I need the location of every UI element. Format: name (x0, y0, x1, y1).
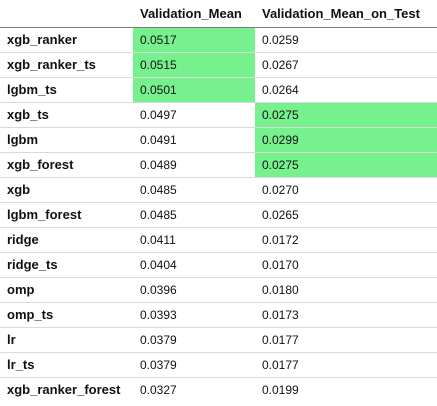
validation-mean-on-test-cell: 0.0275 (255, 102, 437, 128)
validation-mean-on-test-cell: 0.0270 (255, 177, 437, 203)
table-row: xgb_ranker_ts 0.0515 0.0267 (0, 52, 437, 78)
validation-mean-cell: 0.0491 (133, 127, 255, 153)
table-row: lr_ts 0.0379 0.0177 (0, 352, 437, 378)
table-row: omp_ts 0.0393 0.0173 (0, 302, 437, 328)
table-row: ridge 0.0411 0.0172 (0, 227, 437, 253)
table-row: lgbm_ts 0.0501 0.0264 (0, 77, 437, 103)
index-header (0, 0, 133, 28)
table-row: lgbm 0.0491 0.0299 (0, 127, 437, 153)
validation-mean-on-test-cell: 0.0259 (255, 27, 437, 53)
table-row: xgb_ranker_forest 0.0327 0.0199 (0, 378, 437, 403)
row-label: lgbm_forest (0, 202, 133, 228)
table-row: lgbm_forest 0.0485 0.0265 (0, 202, 437, 228)
validation-mean-cell: 0.0411 (133, 227, 255, 253)
validation-mean-on-test-cell: 0.0299 (255, 127, 437, 153)
validation-mean-on-test-cell: 0.0267 (255, 52, 437, 78)
header-row: Validation_Mean Validation_Mean_on_Test (0, 0, 437, 28)
validation-mean-cell: 0.0379 (133, 327, 255, 353)
validation-mean-cell: 0.0497 (133, 102, 255, 128)
row-label: omp_ts (0, 302, 133, 328)
validation-mean-cell: 0.0489 (133, 152, 255, 178)
table-header: Validation_Mean Validation_Mean_on_Test (0, 0, 437, 28)
row-label: lr (0, 327, 133, 353)
validation-mean-cell: 0.0379 (133, 352, 255, 378)
validation-mean-on-test-cell: 0.0173 (255, 302, 437, 328)
row-label: ridge (0, 227, 133, 253)
validation-mean-cell: 0.0517 (133, 27, 255, 53)
table-row: xgb 0.0485 0.0270 (0, 177, 437, 203)
column-header-validation-mean-on-test: Validation_Mean_on_Test (255, 0, 437, 28)
row-label: xgb_ranker_forest (7, 382, 121, 397)
row-label: xgb_ts (0, 102, 133, 128)
validation-mean-cell: 0.0393 (133, 302, 255, 328)
row-label: omp (0, 277, 133, 303)
validation-mean-cell: 0.0396 (133, 277, 255, 303)
table-row: xgb_ts 0.0497 0.0275 (0, 102, 437, 128)
row-label: xgb_ranker_ts (0, 52, 133, 78)
row-label: lr_ts (0, 352, 133, 378)
table-body: xgb_ranker 0.0517 0.0259 xgb_ranker_ts 0.051… (0, 27, 437, 403)
validation-mean-cell: 0.0501 (133, 77, 255, 103)
validation-mean-on-test-cell: 0.0177 (255, 327, 437, 353)
table-row: omp 0.0396 0.0180 (0, 277, 437, 303)
row-label: xgb_forest (0, 152, 133, 178)
table-row: lr 0.0379 0.0177 (0, 327, 437, 353)
validation-mean-on-test-cell: 0.0275 (255, 152, 437, 178)
validation-mean-cell: 0.0485 (133, 202, 255, 228)
validation-mean-on-test-cell: 0.0170 (255, 252, 437, 278)
row-label: xgb (0, 177, 133, 203)
validation-mean-cell: 0.0404 (133, 252, 255, 278)
validation-mean-cell: 0.0485 (133, 177, 255, 203)
row-label: lgbm (0, 127, 133, 153)
validation-mean-on-test-cell: 0.0172 (255, 227, 437, 253)
table-row: xgb_forest 0.0489 0.0275 (0, 152, 437, 178)
table-row: xgb_ranker 0.0517 0.0259 (0, 27, 437, 53)
row-label: xgb_ranker (0, 27, 133, 53)
validation-mean-on-test-cell: 0.0265 (255, 202, 437, 228)
table-row: ridge_ts 0.0404 0.0170 (0, 252, 437, 278)
column-header-validation-mean: Validation_Mean (133, 0, 255, 28)
validation-mean-cell: 0.0327 (140, 383, 177, 397)
validation-mean-on-test-cell: 0.0264 (255, 77, 437, 103)
validation-mean-on-test-cell: 0.0199 (262, 383, 299, 397)
validation-mean-on-test-cell: 0.0180 (255, 277, 437, 303)
validation-mean-cell: 0.0515 (133, 52, 255, 78)
row-label: ridge_ts (0, 252, 133, 278)
validation-mean-on-test-cell: 0.0177 (255, 352, 437, 378)
row-label: lgbm_ts (0, 77, 133, 103)
